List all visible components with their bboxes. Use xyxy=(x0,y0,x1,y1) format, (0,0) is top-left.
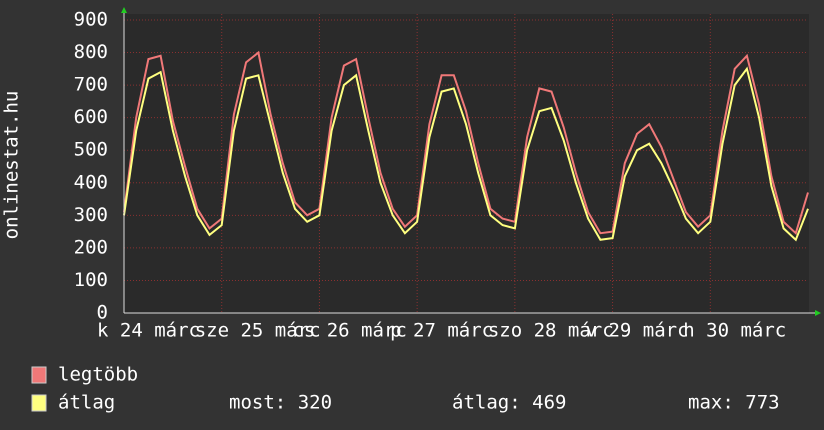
y-tick-label: 200 xyxy=(74,236,108,258)
x-tick-label: k 24 márc xyxy=(97,320,200,342)
legend-swatch xyxy=(31,394,47,412)
legend-swatch xyxy=(31,366,47,384)
x-tick-label: szo 28 márc xyxy=(488,320,614,342)
y-tick-label: 300 xyxy=(74,204,108,226)
series-line xyxy=(123,66,809,242)
stat-label: átlag: xyxy=(452,392,521,414)
legend-label: legtöbb xyxy=(58,364,138,386)
x-tick-label: sze 25 márc xyxy=(195,320,321,342)
y-tick-label: 600 xyxy=(74,106,108,128)
y-tick-label: 700 xyxy=(74,74,108,96)
x-tick-label: cs 26 márc xyxy=(292,320,406,342)
stat-value: 320 xyxy=(298,392,332,414)
x-tick-label: h 30 márc xyxy=(683,320,786,342)
series-line xyxy=(123,50,809,236)
stat-label: most: xyxy=(229,392,286,414)
y-tick-label: 900 xyxy=(74,9,108,31)
plot-area xyxy=(124,14,809,313)
y-tick-label: 500 xyxy=(74,139,108,161)
stat-label: max: xyxy=(688,392,734,414)
x-tick-label: p 27 márc xyxy=(390,320,493,342)
stat-value: 469 xyxy=(532,392,566,414)
side-label: onlinestat.hu xyxy=(1,91,23,240)
x-tick-label: v 29 márc xyxy=(586,320,689,342)
x-arrow xyxy=(815,310,821,316)
y-arrow xyxy=(121,7,127,13)
y-tick-label: 0 xyxy=(97,302,108,324)
y-tick-label: 100 xyxy=(74,269,108,291)
legend-label: átlag xyxy=(58,392,115,414)
stat-value: 773 xyxy=(745,392,779,414)
y-tick-label: 400 xyxy=(74,171,108,193)
y-tick-label: 800 xyxy=(74,41,108,63)
